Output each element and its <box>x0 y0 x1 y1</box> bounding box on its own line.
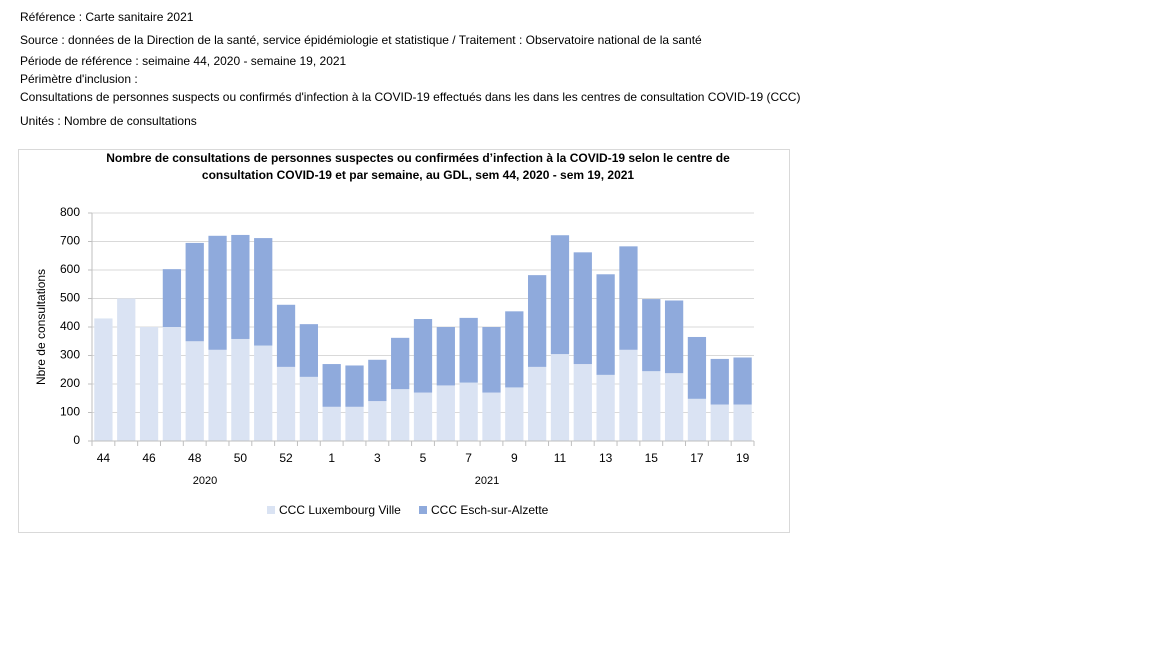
bar-segment <box>596 274 615 375</box>
x-tick-label: 44 <box>97 451 111 465</box>
legend-swatch <box>267 506 275 514</box>
x-tick-label: 9 <box>511 451 518 465</box>
bar-segment <box>185 341 204 441</box>
bar-segment <box>482 327 501 393</box>
x-tick-label: 48 <box>188 451 202 465</box>
bar-segment <box>185 242 204 342</box>
bar-segment <box>710 358 729 405</box>
bar-segment <box>596 374 615 441</box>
x-tick-label: 19 <box>736 451 750 465</box>
header-line: Consultations de personnes suspects ou c… <box>20 90 801 104</box>
x-tick-label: 17 <box>690 451 704 465</box>
chart-title: Nombre de consultations de personnes sus… <box>106 151 730 165</box>
bar-segment <box>276 304 296 367</box>
bar-segment <box>299 376 318 441</box>
x-tick-label: 1 <box>328 451 335 465</box>
bar-segment <box>162 269 182 327</box>
bar-segment <box>368 401 387 441</box>
bar-segment <box>208 235 227 350</box>
bar-segment <box>642 371 661 441</box>
bar-segment <box>687 336 707 399</box>
bar-segment <box>345 365 364 407</box>
y-tick-label: 700 <box>60 234 80 248</box>
bar-segment <box>619 246 638 350</box>
bar-segment <box>254 345 273 441</box>
legend-swatch <box>419 506 427 514</box>
bar-segment <box>687 398 707 441</box>
x-tick-label: 11 <box>554 451 567 465</box>
year-label: 2021 <box>475 475 499 487</box>
bar-segment <box>573 252 592 365</box>
bar-segment <box>733 357 752 405</box>
bar-segment <box>276 366 296 441</box>
y-tick-label: 500 <box>60 291 80 305</box>
y-tick-label: 200 <box>60 376 80 390</box>
bar-segment <box>459 317 478 383</box>
bar-segment <box>413 319 433 393</box>
bar-segment <box>231 234 250 339</box>
header-line: Référence : Carte sanitaire 2021 <box>20 10 194 24</box>
bar-segment <box>573 364 592 441</box>
y-tick-label: 600 <box>60 262 80 276</box>
bar-segment <box>459 382 478 441</box>
bar-segment <box>139 327 159 441</box>
x-tick-label: 52 <box>279 451 293 465</box>
y-tick-label: 100 <box>60 405 80 419</box>
x-tick-label: 46 <box>142 451 156 465</box>
bar-segment <box>231 338 250 441</box>
bar-segment <box>345 406 364 441</box>
y-tick-label: 400 <box>60 319 80 333</box>
x-tick-label: 7 <box>465 451 472 465</box>
bar-segment <box>710 404 729 441</box>
bar-segment <box>528 275 547 367</box>
y-tick-label: 800 <box>60 205 80 219</box>
header-line: Unités : Nombre de consultations <box>20 114 197 128</box>
x-tick-label: 5 <box>420 451 427 465</box>
bar-segment <box>322 406 341 441</box>
bar-segment <box>619 349 638 441</box>
bar-segment <box>436 385 455 441</box>
x-tick-label: 50 <box>234 451 248 465</box>
legend-label: CCC Luxembourg Ville <box>279 503 401 517</box>
bar-segment <box>642 299 661 372</box>
bar-segment <box>322 364 341 407</box>
header-line: Source : données de la Direction de la s… <box>20 33 702 47</box>
bar-segment <box>550 235 570 355</box>
y-tick-label: 0 <box>73 433 80 447</box>
legend-label: CCC Esch-sur-Alzette <box>431 503 549 517</box>
x-tick-label: 15 <box>645 451 659 465</box>
header-line: Période de référence : seimaine 44, 2020… <box>20 54 347 68</box>
bar-segment <box>550 354 570 441</box>
bar-segment <box>299 324 318 377</box>
bar-segment <box>505 387 524 441</box>
bar-segment <box>436 327 455 386</box>
bar-segment <box>94 318 113 441</box>
bar-segment <box>733 404 752 441</box>
bar-segment <box>664 373 684 441</box>
bar-segment <box>391 337 410 390</box>
bar-segment <box>528 366 547 441</box>
bar-segment <box>505 311 524 388</box>
x-tick-label: 13 <box>599 451 613 465</box>
header-line: Périmètre d'inclusion : <box>20 72 138 86</box>
bar-segment <box>162 327 182 441</box>
y-axis-label: Nbre de consultations <box>34 269 48 385</box>
year-label: 2020 <box>193 475 217 487</box>
bar-segment <box>117 298 136 441</box>
bar-segment <box>482 392 501 441</box>
x-tick-label: 3 <box>374 451 381 465</box>
bar-segment <box>664 300 684 374</box>
bar-segment <box>208 349 227 441</box>
y-tick-label: 300 <box>60 348 80 362</box>
bar-segment <box>368 359 387 402</box>
bar-segment <box>413 392 433 441</box>
chart-title: consultation COVID-19 et par semaine, au… <box>202 168 635 182</box>
bar-segment <box>391 389 410 441</box>
bar-segment <box>254 238 273 346</box>
